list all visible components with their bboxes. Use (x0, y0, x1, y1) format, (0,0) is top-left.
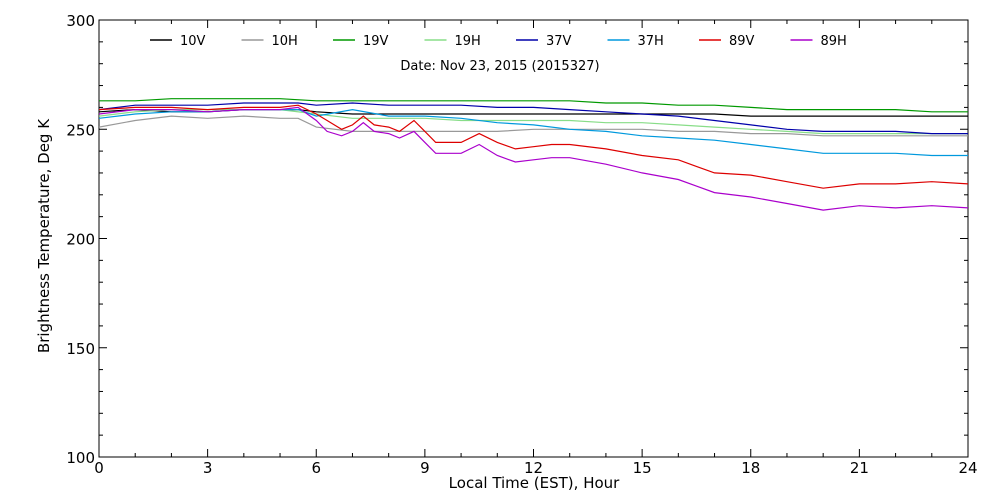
legend-label-10h: 10H (272, 34, 298, 49)
y-tick-label: 200 (66, 231, 95, 249)
x-tick-label: 3 (203, 459, 213, 477)
series-line-19h (98, 109, 968, 135)
series-line-37v (98, 102, 968, 135)
y-tick-label: 100 (66, 449, 95, 467)
series-line-89v (98, 104, 969, 189)
legend-label-89h: 89H (821, 34, 847, 49)
legend-label-19h: 19H (455, 34, 481, 49)
legend-label-89v: 89V (729, 34, 755, 49)
y-axis-label: Brightness Temperature, Deg K (35, 118, 53, 353)
y-tick-label: 150 (66, 340, 95, 358)
x-tick-label: 12 (524, 459, 543, 477)
series-line-19v (99, 98, 968, 113)
x-tick-label: 18 (741, 459, 760, 477)
x-tick-label: 0 (94, 459, 104, 477)
y-tick-label: 300 (66, 12, 95, 30)
x-tick-label: 15 (633, 459, 652, 477)
x-tick-label: 6 (311, 459, 321, 477)
x-tick-label: 21 (850, 459, 869, 477)
legend-label-10v: 10V (180, 34, 206, 49)
series-line-10h (98, 115, 968, 137)
x-axis-label: Local Time (EST), Hour (449, 474, 620, 492)
date-annotation: Date: Nov 23, 2015 (2015327) (400, 59, 599, 74)
y-tick-label: 250 (66, 121, 95, 139)
legend-label-19v: 19V (363, 34, 389, 49)
series-line-89h (98, 106, 969, 211)
x-tick-label: 9 (420, 459, 430, 477)
legend-label-37h: 37H (638, 34, 664, 49)
plot-frame (98, 19, 969, 458)
legend-label-37v: 37V (546, 34, 572, 49)
x-tick-label: 24 (958, 459, 977, 477)
